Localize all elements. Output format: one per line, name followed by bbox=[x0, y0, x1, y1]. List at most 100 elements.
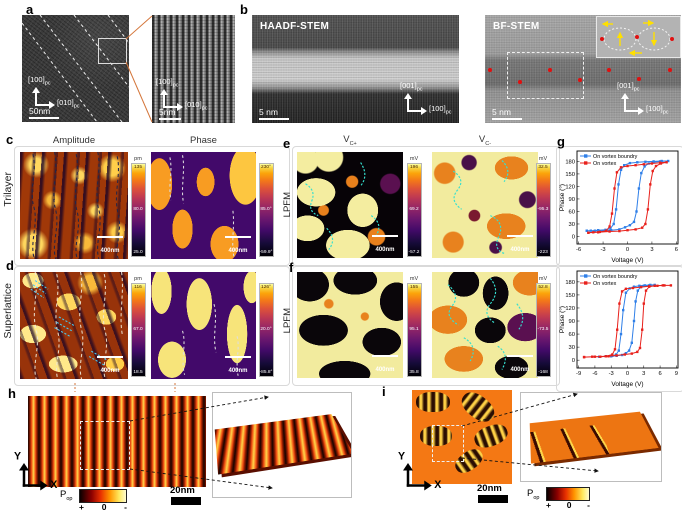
arrowhead-right bbox=[40, 479, 48, 490]
colorbar-unit: pm bbox=[134, 156, 142, 162]
svg-text:6: 6 bbox=[675, 247, 678, 253]
xy-axes-h: Y X bbox=[14, 443, 89, 491]
colorbar-mid: -95.3 bbox=[537, 207, 549, 212]
svg-text:180: 180 bbox=[565, 280, 575, 286]
domain-contour-overlay bbox=[30, 272, 124, 379]
phase-column-title: Phase bbox=[190, 135, 217, 146]
svg-text:-6: -6 bbox=[576, 247, 581, 253]
scale-bar-line bbox=[97, 235, 123, 238]
crystal-axes-haadf: [001]pc [100]pc bbox=[400, 77, 459, 116]
axis-arrow-up bbox=[22, 469, 25, 487]
panel-g-label: g bbox=[557, 134, 565, 149]
pop-colorbar bbox=[546, 487, 590, 501]
vortex-schematic-inset bbox=[596, 16, 681, 58]
scale-bar-line bbox=[159, 117, 181, 120]
crystal-axes-a-right: [100]pc [010]pc bbox=[156, 73, 216, 112]
colorbar-unit bbox=[257, 156, 275, 163]
scale-bar-label: 400nm bbox=[228, 248, 248, 254]
amplitude-colorbar: pm 116 67.0 18.5 bbox=[129, 276, 147, 377]
vortex-region-dashed-box bbox=[507, 52, 584, 99]
zoom-region-dashed-box bbox=[432, 425, 464, 462]
colorbar-unit: mV bbox=[538, 276, 548, 282]
colorbar-mid: 85.0° bbox=[260, 207, 272, 212]
panel-h-label: h bbox=[8, 386, 16, 401]
colorbar-max: 126° bbox=[261, 285, 271, 290]
pop-colorbar-signs: + 0 - bbox=[79, 502, 127, 512]
scale-bar-line bbox=[372, 354, 398, 357]
svg-text:150: 150 bbox=[565, 172, 575, 178]
colorbar-gradient: 32.5 -95.3 -223 bbox=[535, 163, 551, 257]
stripe-patch bbox=[420, 426, 452, 446]
stem-zoom-image: [100]pc [010]pc 5nm bbox=[152, 15, 235, 123]
colorbar-mid: -73.5 bbox=[537, 327, 549, 332]
simulation-3d-inset bbox=[212, 392, 352, 498]
lpfm-vcplus-map: 400nm bbox=[297, 152, 403, 258]
x-axis-label: X bbox=[50, 478, 58, 491]
panel-i-label: i bbox=[382, 384, 386, 399]
stripe-patch bbox=[457, 390, 499, 427]
scale-bar-label: 400nm bbox=[510, 247, 530, 253]
domain-contour-overlay bbox=[31, 152, 121, 259]
arrowhead-right bbox=[421, 106, 427, 115]
written-map1-colorbar: mV 155 95.1 35.8 bbox=[405, 276, 423, 377]
lpfm-row-label: LPFM bbox=[282, 308, 293, 334]
y-axis-label: Y bbox=[398, 449, 406, 462]
axis-arrow-up bbox=[624, 98, 626, 112]
arrowhead-up bbox=[620, 93, 629, 99]
colorbar-min: -223 bbox=[538, 250, 548, 255]
scale-bar: 400nm bbox=[372, 234, 398, 257]
colorbar-min: 35.8 bbox=[409, 370, 419, 375]
superlattice-phase-map: 400nm bbox=[151, 272, 256, 379]
panel-d-border bbox=[14, 266, 290, 386]
scale-bar-label: 400nm bbox=[510, 367, 530, 373]
haadf-stem-image: HAADF-STEM [001]pc [100]pc 5 nm bbox=[252, 15, 459, 123]
svg-text:Voltage (V): Voltage (V) bbox=[611, 257, 643, 264]
svg-text:On vortex: On vortex bbox=[593, 161, 617, 167]
scale-bar-label: 5 nm bbox=[492, 106, 511, 117]
scale-bar: 400nm bbox=[225, 355, 251, 378]
colorbar-min: -168 bbox=[538, 370, 548, 375]
stripe-patch bbox=[416, 392, 450, 412]
svg-text:30: 30 bbox=[569, 345, 575, 351]
axis-label-010: [010]pc bbox=[185, 99, 208, 112]
scale-bar-line bbox=[225, 235, 251, 238]
axis-arrow-up bbox=[406, 469, 409, 487]
svg-text:6: 6 bbox=[658, 371, 661, 377]
panel-b-label: b bbox=[240, 2, 248, 17]
colorbar-gradient: 155 95.1 35.8 bbox=[406, 283, 422, 377]
zero-sign: 0 bbox=[101, 502, 107, 512]
colorbar-unit bbox=[257, 276, 275, 283]
scale-bar-label: 400nm bbox=[228, 368, 248, 374]
scale-bar: 50nm bbox=[29, 106, 59, 119]
axis-label-100: [100]pc bbox=[429, 103, 452, 116]
scale-bar-line bbox=[478, 495, 508, 503]
arrowhead-up bbox=[31, 87, 40, 93]
axis-arrow-right bbox=[22, 484, 42, 487]
axis-arrow-up bbox=[407, 98, 409, 112]
vortex-core-dot bbox=[488, 68, 492, 72]
axis-arrow-right bbox=[624, 110, 639, 112]
pop-colorbar-title: Pop bbox=[60, 489, 73, 502]
svg-text:150: 150 bbox=[565, 293, 575, 299]
svg-text:120: 120 bbox=[565, 184, 575, 190]
svg-text:60: 60 bbox=[569, 209, 575, 215]
vc-minus-title: VC- bbox=[478, 134, 492, 147]
x-axis-label: X bbox=[434, 478, 442, 491]
colorbar-mid: 95.1 bbox=[409, 327, 419, 332]
vortex-core-dot bbox=[637, 77, 641, 81]
svg-text:Voltage (V): Voltage (V) bbox=[611, 381, 643, 388]
trilayer-row-label: Trilayer bbox=[2, 172, 14, 207]
axis-arrow-right bbox=[406, 484, 426, 487]
scale-bar: 400nm bbox=[507, 234, 533, 257]
y-axis-label: Y bbox=[14, 449, 22, 462]
superlattice-row-label: Superlattice bbox=[2, 283, 14, 339]
scale-bar: 400nm bbox=[97, 235, 123, 258]
axis-label-001: [001]pc bbox=[617, 80, 640, 93]
svg-text:-3: -3 bbox=[609, 371, 614, 377]
vortex-core-dot bbox=[548, 68, 552, 72]
superlattice-amplitude-map: 400nm bbox=[20, 272, 128, 379]
scale-bar-label: 400nm bbox=[100, 368, 120, 374]
scale-bar: 400nm bbox=[507, 354, 533, 377]
stem-planview-image: [100]pc [010]pc 50nm bbox=[22, 15, 129, 122]
